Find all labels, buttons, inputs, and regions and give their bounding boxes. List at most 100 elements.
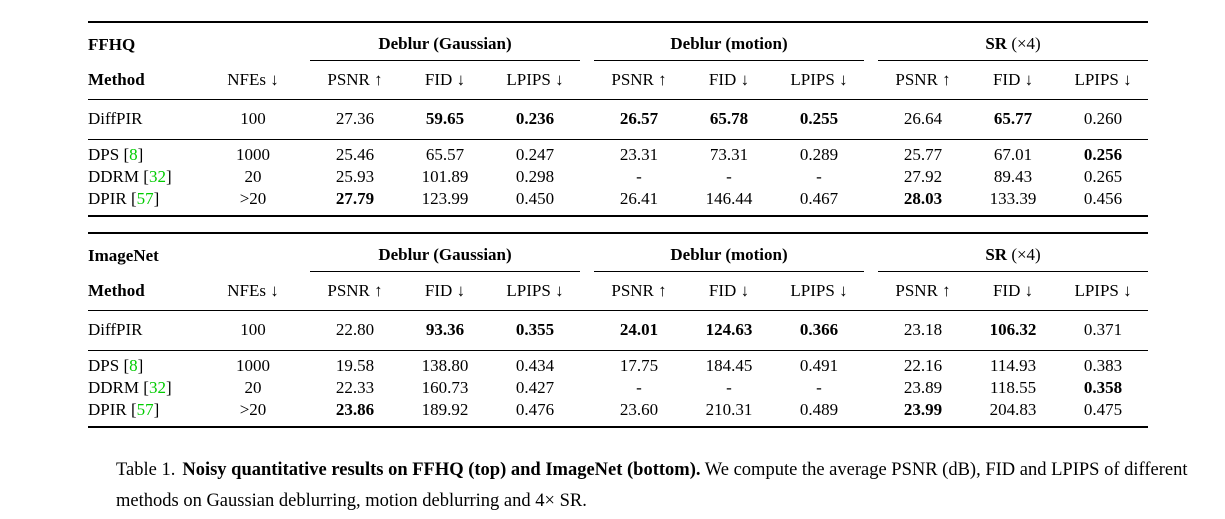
citation-number: 8 (129, 145, 138, 164)
spacer (580, 140, 594, 167)
group-header-deblur-motion: Deblur (motion) (594, 233, 865, 272)
metric-value: 22.80 (310, 310, 400, 351)
metric-value: 0.371 (1058, 310, 1149, 351)
spacer (864, 60, 879, 100)
psnr-column-header: PSNR ↑ (310, 60, 400, 100)
caption-title: Noisy quantitative results on FFHQ (top)… (182, 460, 701, 480)
metric-value: 23.86 (335, 400, 375, 419)
nfes-value: 100 (210, 310, 296, 351)
spacer (580, 377, 594, 399)
metric-value: 0.247 (515, 145, 555, 164)
nfes-value: 100 (210, 99, 296, 140)
spacer (864, 310, 879, 351)
metric-value: 26.64 (878, 99, 969, 140)
citation-number: 8 (129, 356, 138, 375)
spacer (580, 188, 594, 216)
metric-value: 89.43 (993, 167, 1033, 186)
spacer (580, 399, 594, 427)
metric-value: 65.57 (425, 145, 465, 164)
metric-value: 146.44 (705, 189, 753, 208)
method-name: DiffPIR (88, 99, 210, 140)
metric-value: 106.32 (968, 310, 1059, 351)
metric-value: 0.366 (774, 310, 865, 351)
spacer (864, 351, 878, 378)
metric-value: 23.60 (619, 400, 659, 419)
metric-value: 189.92 (421, 400, 469, 419)
psnr-column-header: PSNR ↑ (878, 271, 969, 311)
metric-value: 0.476 (515, 400, 555, 419)
metric-value: 0.256 (1083, 145, 1123, 164)
spacer (296, 22, 310, 61)
table-row: DPS [8] 1000 19.58 138.80 0.434 17.75 184.45 0.… (88, 351, 1148, 378)
lpips-column-header: LPIPS ↓ (774, 60, 865, 100)
metric-value: 65.77 (968, 99, 1059, 140)
table-row: DiffPIR 100 27.36 59.65 0.236 26.57 65.78 0.255… (88, 99, 1149, 140)
metric-value: 25.93 (335, 167, 375, 186)
table-body: DiffPIR 100 27.36 59.65 0.236 26.57 65.78 0.255… (88, 99, 1149, 217)
metric-value: 0.236 (490, 99, 580, 140)
metric-value: 22.33 (335, 378, 375, 397)
metric-value: 23.18 (878, 310, 969, 351)
method-name: DPS [8] (88, 145, 144, 164)
table-body: DiffPIR 100 22.80 93.36 0.355 24.01 124.63 0.36… (88, 310, 1149, 428)
metric-value: 0.434 (515, 356, 555, 375)
group-label: Deblur (Gaussian) (378, 34, 512, 53)
psnr-column-header: PSNR ↑ (594, 60, 684, 100)
metric-value: 204.83 (989, 400, 1037, 419)
results-table-ffhq: FFHQ Deblur (Gaussian) Deblur (motion) S… (88, 21, 1149, 217)
group-header-sr: SR (×4) (878, 233, 1149, 272)
citation-number: 57 (136, 189, 154, 208)
metric-value: 27.36 (310, 99, 400, 140)
method-name: DDRM [32] (88, 167, 172, 186)
metric-value: 0.475 (1083, 400, 1123, 419)
lpips-column-header: LPIPS ↓ (1058, 271, 1149, 311)
method-name: DPIR [57] (88, 189, 160, 208)
lpips-column-header: LPIPS ↓ (774, 271, 865, 311)
metric-value: 65.78 (684, 99, 774, 140)
metric-value: 27.92 (903, 167, 943, 186)
metric-value: - (726, 167, 732, 186)
group-label: Deblur (Gaussian) (378, 245, 512, 264)
spacer (864, 188, 878, 216)
group-header-sr: SR (×4) (878, 22, 1149, 61)
metric-value: 0.358 (1083, 378, 1123, 397)
nfes-column-header: NFEs ↓ (210, 60, 296, 100)
group-label-suffix: (×4) (1007, 34, 1041, 53)
spacer (296, 99, 310, 140)
method-name: DDRM [32] (88, 378, 172, 397)
metric-value: 133.39 (989, 189, 1037, 208)
caption-text: We compute the average PSNR (dB), FID an… (116, 460, 1188, 511)
citation-number: 32 (148, 167, 166, 186)
lpips-column-header: LPIPS ↓ (1058, 60, 1149, 100)
spacer (580, 99, 594, 140)
table-row: DDRM [32] 20 25.93 101.89 0.298 - - - 27.92 89.43… (88, 166, 1148, 188)
caption-number: Table 1. (116, 460, 176, 480)
method-column-header: Method (88, 60, 210, 100)
fid-column-header: FID ↓ (968, 271, 1059, 311)
fid-column-header: FID ↓ (968, 60, 1059, 100)
spacer (296, 140, 310, 167)
spacer (296, 60, 310, 100)
psnr-column-header: PSNR ↑ (594, 271, 684, 311)
metric-value: 0.427 (515, 378, 555, 397)
metric-value: 28.03 (903, 189, 943, 208)
group-label: SR (985, 34, 1008, 53)
psnr-column-header: PSNR ↑ (310, 271, 400, 311)
spacer (864, 271, 879, 311)
metric-value: 19.58 (335, 356, 375, 375)
psnr-column-header: PSNR ↑ (878, 60, 969, 100)
metric-value: 24.01 (594, 310, 684, 351)
spacer (864, 233, 878, 272)
citation-number: 57 (136, 400, 154, 419)
metric-value: 123.99 (421, 189, 469, 208)
group-label-suffix: (×4) (1007, 245, 1041, 264)
metric-value: 0.467 (799, 189, 839, 208)
metric-value: 23.99 (903, 400, 943, 419)
metric-value: - (636, 167, 642, 186)
metric-value: 67.01 (993, 145, 1033, 164)
method-column-header: Method (88, 271, 210, 311)
spacer (580, 233, 594, 272)
metric-value: 118.55 (989, 378, 1037, 397)
metric-value: 0.450 (515, 189, 555, 208)
spacer (296, 233, 310, 272)
